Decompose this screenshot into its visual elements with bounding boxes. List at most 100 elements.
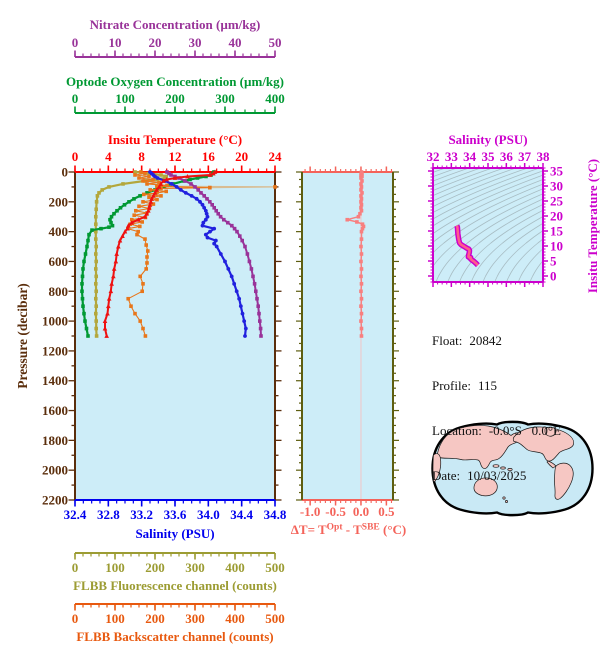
svg-text:32.4: 32.4 xyxy=(64,507,87,522)
isopycnal-contours xyxy=(433,168,543,282)
backscatter-axis: 0 100 200 300 400 500 FLBB Backscatter channel… xyxy=(72,603,285,644)
salinity-profile xyxy=(148,170,248,338)
svg-text:30: 30 xyxy=(189,35,202,50)
delta-t-panel: -1.0 -0.5 0.0 0.5 ΔT= TOpt - TSBE (°C) xyxy=(291,166,407,537)
svg-text:2000: 2000 xyxy=(42,463,68,478)
profile-label: Profile: xyxy=(432,378,471,393)
svg-text:32.8: 32.8 xyxy=(97,507,120,522)
svg-text:37: 37 xyxy=(518,149,532,164)
svg-text:10: 10 xyxy=(109,35,122,50)
map-eurasia xyxy=(436,425,524,469)
svg-text:400: 400 xyxy=(265,91,285,106)
profile-value: 115 xyxy=(478,378,498,393)
svg-text:34.4: 34.4 xyxy=(230,507,253,522)
svg-text:33.6: 33.6 xyxy=(164,507,187,522)
svg-text:34: 34 xyxy=(463,149,477,164)
svg-text:0: 0 xyxy=(72,149,79,164)
svg-text:Salinity (PSU): Salinity (PSU) xyxy=(135,526,214,541)
svg-text:0.5: 0.5 xyxy=(378,504,395,519)
float-id-row: Float: 20842 xyxy=(432,333,561,348)
location-label: Location: xyxy=(432,423,482,438)
delta-t-axis-label: ΔT= TOpt - TSBE (°C) xyxy=(291,522,407,537)
svg-text:400: 400 xyxy=(225,560,245,575)
map-africa-sliver xyxy=(432,453,442,482)
svg-text:15: 15 xyxy=(550,224,564,239)
svg-text:500: 500 xyxy=(265,560,285,575)
svg-text:1800: 1800 xyxy=(42,433,68,448)
svg-text:38: 38 xyxy=(537,149,551,164)
svg-text:Optode Oxygen Concentration (µ: Optode Oxygen Concentration (µm/kg) xyxy=(66,74,284,89)
svg-text:33: 33 xyxy=(445,149,459,164)
svg-text:0: 0 xyxy=(72,91,79,106)
oxygen-profile xyxy=(80,170,216,338)
map-indonesia xyxy=(492,464,500,468)
svg-text:2200: 2200 xyxy=(42,493,68,508)
profile-row: Profile: 115 xyxy=(432,378,561,393)
svg-text:33.2: 33.2 xyxy=(130,507,153,522)
svg-text:0: 0 xyxy=(72,35,79,50)
svg-text:400: 400 xyxy=(225,611,245,626)
ts-curve xyxy=(454,224,481,268)
svg-text:34.8: 34.8 xyxy=(264,507,287,522)
svg-text:50: 50 xyxy=(269,35,282,50)
temperature-axis: 0 4 8 12 16 20 24 Insitu Temperature (°C) xyxy=(72,132,282,173)
world-map xyxy=(431,420,594,517)
svg-text:5: 5 xyxy=(550,254,557,269)
svg-text:0: 0 xyxy=(72,611,79,626)
svg-text:4: 4 xyxy=(105,149,112,164)
svg-text:100: 100 xyxy=(105,611,125,626)
map-greenland xyxy=(544,426,557,437)
svg-text:0: 0 xyxy=(62,165,69,180)
svg-text:600: 600 xyxy=(49,254,69,269)
svg-text:20: 20 xyxy=(550,209,563,224)
svg-text:40: 40 xyxy=(229,35,242,50)
svg-text:100: 100 xyxy=(105,560,125,575)
svg-text:Pressure (decibar): Pressure (decibar) xyxy=(15,283,30,389)
svg-text:300: 300 xyxy=(185,611,205,626)
svg-text:100: 100 xyxy=(115,91,135,106)
svg-text:800: 800 xyxy=(49,284,69,299)
map-south-america xyxy=(554,462,574,500)
svg-text:30: 30 xyxy=(550,179,563,194)
float-info: Float: 20842 Profile: 115 Location: -0.0°S … xyxy=(432,303,561,513)
temperature-profile xyxy=(102,169,218,338)
map-new-guinea xyxy=(507,468,513,471)
svg-text:Insitu Temperature (°C): Insitu Temperature (°C) xyxy=(108,132,242,147)
svg-text:0: 0 xyxy=(72,560,79,575)
pressure-axis: 0 200 400 600 800 1000 1200 1400 1600 1800 2000 220… xyxy=(15,165,282,508)
float-value: 20842 xyxy=(469,333,502,348)
float-label: Float: xyxy=(432,333,463,348)
svg-text:8: 8 xyxy=(138,149,145,164)
svg-text:35: 35 xyxy=(482,149,496,164)
nitrate-axis: 0 10 20 30 40 50 Nitrate Concentration (µm/kg) xyxy=(72,17,282,58)
fluorescence-axis: 0 100 200 300 400 500 FLBB Fluorescence channe… xyxy=(72,552,285,593)
svg-text:300: 300 xyxy=(185,560,205,575)
svg-text:Nitrate Concentration (µm/kg): Nitrate Concentration (µm/kg) xyxy=(90,17,261,32)
svg-text:200: 200 xyxy=(145,560,165,575)
svg-text:Salinity (PSU): Salinity (PSU) xyxy=(448,132,527,147)
svg-text:FLBB Backscatter channel (coun: FLBB Backscatter channel (counts) xyxy=(76,629,273,644)
map-central-america xyxy=(546,460,557,469)
svg-text:400: 400 xyxy=(49,224,69,239)
svg-text:200: 200 xyxy=(49,194,69,209)
svg-text:500: 500 xyxy=(265,611,285,626)
location-row: Location: -0.0°S 0.0°E xyxy=(432,423,561,438)
nitrate-profile xyxy=(165,170,263,338)
svg-text:0: 0 xyxy=(550,269,557,284)
date-row: Date: 10/03/2025 xyxy=(432,468,561,483)
svg-text:10: 10 xyxy=(550,239,563,254)
svg-text:1600: 1600 xyxy=(42,403,68,418)
delta-t-curve xyxy=(345,170,366,338)
svg-text:200: 200 xyxy=(145,611,165,626)
location-value: -0.0°S 0.0°E xyxy=(488,423,561,438)
svg-text:16: 16 xyxy=(202,149,216,164)
svg-text:-1.0: -1.0 xyxy=(300,504,321,519)
svg-text:36: 36 xyxy=(500,149,514,164)
svg-text:FLBB Fluorescence channel (cou: FLBB Fluorescence channel (counts) xyxy=(73,578,277,593)
svg-text:300: 300 xyxy=(215,91,235,106)
date-value: 10/03/2025 xyxy=(467,468,527,483)
map-australia xyxy=(473,477,498,497)
